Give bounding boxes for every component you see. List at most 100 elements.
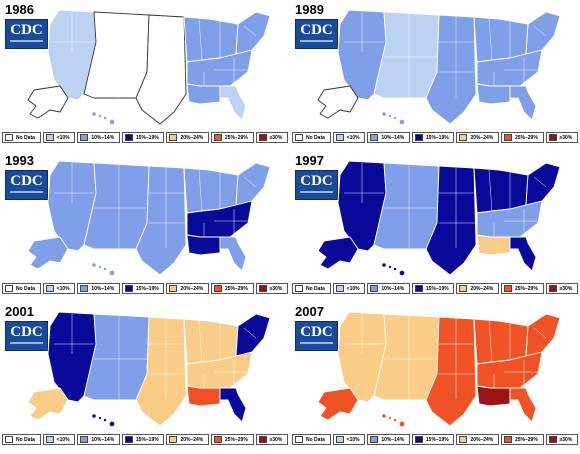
- state-borders: [54, 314, 257, 400]
- legend-swatch: [295, 436, 303, 443]
- legend-label: 10%–14%: [381, 134, 405, 141]
- legend-swatch: [335, 436, 344, 443]
- legend-label: ≥30%: [559, 285, 573, 292]
- legend-item: 15%–19%: [121, 434, 165, 445]
- legend-label: ≥30%: [269, 436, 283, 443]
- legend-item: ≥30%: [255, 132, 289, 143]
- legend-label: No Data: [306, 436, 325, 443]
- legend-swatch: [295, 285, 303, 292]
- legend-label: 20%–24%: [470, 285, 494, 292]
- legend-label: 25%–29%: [514, 285, 538, 292]
- region-northeast: [235, 162, 271, 206]
- legend-swatch: [169, 436, 178, 443]
- legend-label: 20%–24%: [470, 134, 494, 141]
- legend-item: 15%–19%: [121, 132, 165, 143]
- us-map: [317, 9, 561, 126]
- legend-item: ≥30%: [255, 434, 289, 445]
- legend-label: <10%: [346, 134, 360, 141]
- legend-swatch: [258, 436, 267, 443]
- legend-label: <10%: [346, 436, 360, 443]
- region-northeast: [235, 11, 271, 55]
- cdc-logo: CDC: [5, 321, 48, 351]
- cdc-logo-bar: [10, 40, 43, 42]
- legend-swatch: [5, 436, 13, 443]
- legend-label: No Data: [16, 285, 35, 292]
- legend-label: <10%: [346, 285, 360, 292]
- legend-label: 10%–14%: [91, 436, 115, 443]
- legend-item: No Data: [292, 283, 331, 294]
- legend-swatch: [459, 285, 468, 292]
- region-alaska: [317, 236, 359, 270]
- legend-swatch: [414, 436, 423, 443]
- region-alaska: [317, 387, 359, 421]
- region-alaska: [27, 387, 69, 421]
- legend-swatch: [213, 436, 222, 443]
- legend-swatch: [80, 134, 89, 141]
- legend-label: 25%–29%: [224, 436, 248, 443]
- region-hawaii: [381, 413, 406, 428]
- us-map: [27, 160, 271, 277]
- region-northeast: [525, 313, 561, 357]
- legend-swatch: [503, 436, 512, 443]
- legend-item: ≥30%: [545, 132, 579, 143]
- legend-label: 25%–29%: [514, 134, 538, 141]
- region-hawaii: [91, 262, 116, 277]
- cdc-logo: CDC: [295, 19, 338, 49]
- legend-item: 15%–19%: [411, 283, 455, 294]
- legend-label: No Data: [306, 285, 325, 292]
- legend-swatch: [80, 436, 89, 443]
- map-year: 1986: [5, 2, 34, 17]
- legend-item: <10%: [332, 434, 366, 445]
- legend-item: <10%: [42, 283, 76, 294]
- legend-swatch: [335, 134, 344, 141]
- legend-label: 25%–29%: [514, 436, 538, 443]
- legend-swatch: [124, 285, 133, 292]
- legend-swatch: [5, 134, 13, 141]
- region-hawaii: [381, 111, 406, 126]
- region-florida: [219, 387, 247, 423]
- us-map: [27, 311, 271, 428]
- legend-label: 15%–19%: [425, 436, 449, 443]
- legend-label: 15%–19%: [425, 134, 449, 141]
- region-deep-south: [476, 83, 511, 105]
- state-borders: [54, 12, 257, 98]
- legend-swatch: [414, 134, 423, 141]
- legend-swatch: [295, 134, 303, 141]
- legend-item: 20%–24%: [456, 132, 499, 143]
- legend-swatch: [45, 134, 54, 141]
- legend-swatch: [169, 134, 178, 141]
- legend-item: No Data: [292, 132, 331, 143]
- legend-swatch: [80, 285, 89, 292]
- legend-item: 20%–24%: [166, 132, 209, 143]
- legend-item: 20%–24%: [456, 434, 499, 445]
- legend-swatch: [548, 436, 557, 443]
- legend-label: 20%–24%: [180, 436, 204, 443]
- legend-swatch: [213, 134, 222, 141]
- legend-item: 15%–19%: [121, 283, 165, 294]
- region-florida: [509, 387, 537, 423]
- map-panel: 1986 CDC: [2, 2, 289, 151]
- legend-item: 25%–29%: [500, 283, 544, 294]
- region-deep-south: [186, 385, 221, 407]
- region-deep-south: [476, 234, 511, 256]
- cdc-logo: CDC: [5, 19, 48, 49]
- cdc-logo-bar: [300, 191, 333, 193]
- legend-item: 25%–29%: [210, 132, 254, 143]
- legend-swatch: [169, 285, 178, 292]
- legend-label: <10%: [56, 285, 70, 292]
- cdc-logo-bar: [300, 342, 333, 344]
- legend-item: 15%–19%: [411, 132, 455, 143]
- legend-item: <10%: [332, 283, 366, 294]
- legend-swatch: [124, 436, 133, 443]
- cdc-logo-bar: [10, 342, 43, 344]
- map-panel: 2007 CDC: [292, 304, 579, 453]
- map-year: 1989: [295, 2, 324, 17]
- legend-label: 25%–29%: [224, 285, 248, 292]
- legend-label: 10%–14%: [91, 285, 115, 292]
- cdc-logo-text: CDC: [10, 324, 43, 340]
- legend-item: 10%–14%: [77, 132, 120, 143]
- legend-item: 25%–29%: [500, 132, 544, 143]
- cdc-logo: CDC: [295, 321, 338, 351]
- legend-swatch: [45, 285, 54, 292]
